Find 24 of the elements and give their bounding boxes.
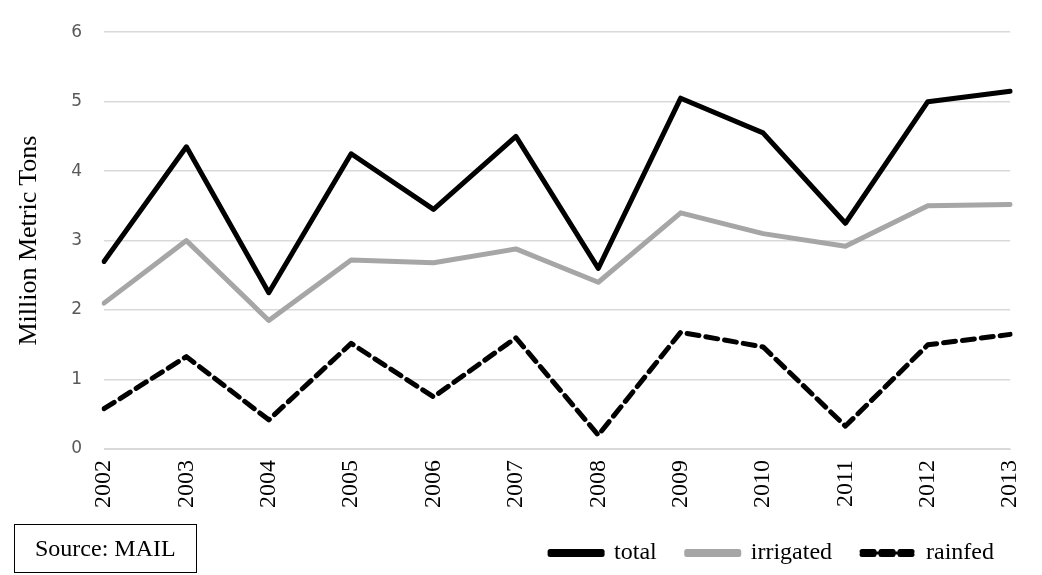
x-tick-label: 2008: [583, 460, 610, 508]
legend-label: rainfed: [926, 538, 995, 565]
y-tick-label: 6: [71, 20, 83, 41]
y-tick-label: 5: [71, 90, 83, 111]
y-tick-label: 4: [71, 159, 83, 180]
x-tick-label: 2013: [995, 460, 1022, 508]
y-tick-label: 0: [71, 437, 83, 458]
y-tick-label: 3: [71, 229, 83, 250]
x-tick-label: 2005: [336, 460, 363, 508]
x-tick-label: 2011: [830, 460, 857, 508]
x-tick-label: 2009: [665, 460, 692, 508]
x-tick-label: 2010: [748, 460, 775, 508]
source-note: Source: MAIL: [14, 524, 197, 573]
legend-label: total: [614, 538, 658, 565]
x-tick-label: 2004: [254, 460, 281, 508]
y-tick-label: 2: [71, 298, 83, 319]
legend-label: irrigated: [750, 538, 833, 565]
x-tick-label: 2002: [89, 460, 116, 508]
y-tick-label: 1: [71, 367, 83, 388]
x-tick-label: 2007: [501, 460, 528, 508]
x-tick-label: 2006: [418, 460, 445, 508]
x-tick-label: 2012: [913, 460, 940, 508]
x-tick-label: 2003: [171, 460, 198, 508]
y-axis-title: Million Metric Tons: [13, 135, 43, 346]
